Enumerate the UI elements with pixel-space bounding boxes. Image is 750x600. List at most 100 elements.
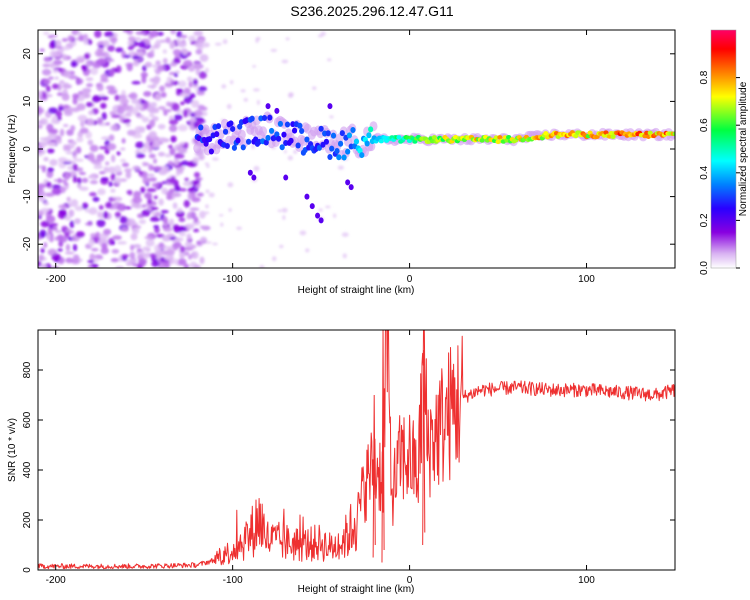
- spectrogram-speckle: [110, 257, 119, 263]
- spectrogram-speckle: [62, 82, 70, 90]
- spectrogram-x-ticks: -200 -100 0 100: [46, 30, 595, 285]
- spectrogram-speckle: [170, 135, 177, 143]
- spectrogram-speckle: [154, 93, 162, 102]
- spectrogram-speckle: [49, 158, 58, 167]
- ridge-blob: [378, 138, 384, 144]
- ridge-blob: [265, 134, 271, 141]
- spectrogram-speckle: [58, 204, 68, 210]
- spectrogram-speckle: [155, 60, 161, 66]
- spectrogram-speckle: [131, 107, 139, 116]
- spectrogram-speckle: [87, 139, 94, 146]
- ridge-blob: [346, 132, 353, 139]
- ridge-blob: [263, 139, 269, 146]
- spectrogram-speckle: [44, 192, 55, 197]
- spectrogram-speckle: [120, 158, 127, 163]
- spectrogram-speckle: [171, 242, 179, 251]
- spectrogram-speckle: [57, 234, 64, 241]
- spectrogram-speckle: [100, 136, 111, 140]
- spectrogram-x-tick-label: -200: [46, 274, 66, 285]
- spectrogram-speckle: [161, 235, 172, 242]
- spectrogram-speckle: [181, 160, 189, 166]
- spectrogram-speckle: [199, 256, 205, 265]
- spectrogram-speckle: [81, 177, 89, 183]
- spectrogram-speckle: [63, 70, 71, 78]
- spectrogram-speckle: [40, 196, 46, 202]
- spectrogram-speckle: [40, 220, 50, 228]
- spectrogram-speckle: [177, 207, 183, 213]
- snr-y-tick-label: 800: [22, 361, 33, 378]
- spectrogram-speckle: [153, 195, 158, 200]
- spectrogram-speckle: [255, 38, 259, 43]
- spectrogram-speckle: [137, 50, 145, 57]
- spectrogram-speckle: [142, 162, 150, 167]
- spectrogram-speckle: [202, 42, 210, 48]
- spectrogram-speckle: [178, 217, 186, 222]
- spectrogram-speckle: [125, 171, 132, 179]
- spectrogram-speckle: [38, 141, 48, 148]
- spectrogram-speckle: [98, 171, 106, 175]
- spectrogram-speckle: [53, 60, 63, 65]
- ridge-blob: [284, 121, 291, 128]
- spectrogram-speckle: [318, 208, 323, 212]
- spectrogram-speckle: [195, 68, 201, 76]
- spectrogram-speckle: [168, 144, 173, 149]
- spectrogram-speckle: [189, 93, 196, 99]
- spectrogram-speckle: [97, 57, 107, 65]
- spectrogram-speckle: [117, 106, 125, 115]
- ridge-blob: [279, 144, 285, 151]
- spectrogram-speckle: [105, 85, 116, 91]
- spectrogram-speckle: [115, 47, 124, 53]
- spectrogram-speckle: [152, 158, 158, 164]
- spectrogram-speckle: [52, 226, 58, 231]
- spectrogram-speckle: [106, 143, 117, 151]
- spectrogram-speckle: [124, 168, 132, 173]
- spectrogram-speckle: [293, 149, 298, 154]
- ridge-blob: [261, 115, 268, 122]
- spectrogram-speckle: [121, 138, 126, 144]
- spectrogram-speckle: [194, 41, 204, 48]
- spectrogram-speckle: [61, 179, 68, 183]
- spectrogram-speckle: [143, 91, 152, 97]
- snr-x-label: Height of straight line (km): [298, 584, 415, 595]
- spectrogram-speckle: [58, 106, 64, 111]
- spectrogram-speckle: [212, 157, 219, 161]
- spectrogram-speckle: [122, 30, 131, 33]
- ridge-blob: [431, 135, 437, 140]
- spectrogram-speckle: [126, 129, 136, 136]
- spectrogram-speckle: [43, 58, 52, 63]
- spectrogram-speckle: [187, 254, 193, 260]
- ridge-blob: [406, 138, 413, 144]
- ridge-blob: [341, 154, 347, 161]
- spectrogram-speckle: [92, 196, 100, 202]
- spectrogram-y-ticks: -20 -10 0 10 20: [22, 48, 675, 251]
- spectrogram-speckle: [142, 246, 150, 251]
- spectrogram-speckle: [140, 186, 146, 194]
- spectrogram-speckle: [141, 204, 147, 208]
- spectrogram-speckle: [128, 36, 136, 42]
- spectrogram-speckle: [132, 243, 142, 249]
- spectrogram-speckle: [39, 48, 45, 53]
- spectrogram-speckle: [103, 228, 112, 236]
- spectrogram-speckle: [79, 127, 89, 134]
- spectrogram-speckle: [166, 194, 173, 200]
- spectrogram-speckle: [68, 75, 78, 80]
- spectrogram-speckle: [54, 229, 62, 234]
- spectrogram-speckle: [158, 106, 166, 110]
- ridge-blob: [327, 154, 333, 161]
- spectrogram-speckle: [148, 119, 156, 128]
- spectrogram-speckle: [57, 157, 68, 163]
- spectrogram-speckle: [55, 110, 63, 118]
- spectrogram-speckle: [102, 211, 109, 219]
- ridge-blob: [249, 115, 255, 122]
- spectrogram-speckle: [162, 216, 168, 224]
- spectrogram-speckle: [312, 86, 317, 90]
- spectrogram-speckle: [72, 175, 78, 184]
- spectrogram-speckle: [148, 177, 157, 182]
- spectrogram-speckle: [174, 185, 181, 192]
- snr-y-tick-label: 200: [22, 511, 33, 528]
- spectrogram-speckle: [141, 209, 151, 217]
- spectrogram-speckle: [253, 165, 260, 172]
- ridge-halo: [259, 126, 268, 137]
- spectrogram-speckle: [111, 114, 121, 118]
- spectrogram-speckle: [39, 118, 49, 126]
